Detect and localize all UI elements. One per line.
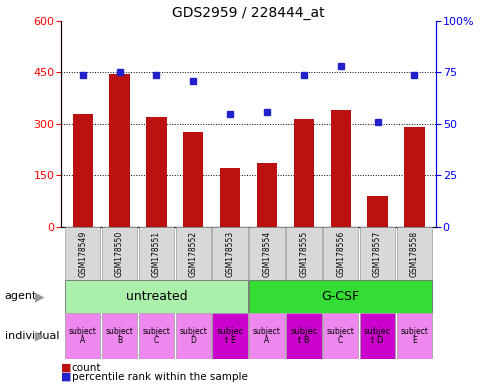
Bar	[212, 313, 247, 359]
Text: subject
A: subject A	[69, 327, 96, 345]
Bar	[146, 117, 166, 227]
Text: GSM178551: GSM178551	[151, 230, 161, 276]
Bar	[220, 168, 240, 227]
Bar	[109, 74, 129, 227]
Bar	[102, 227, 137, 280]
Bar	[330, 110, 350, 227]
Bar	[65, 280, 247, 313]
Bar	[138, 313, 174, 359]
Text: GSM178555: GSM178555	[299, 230, 308, 276]
Bar	[73, 114, 92, 227]
Bar	[404, 127, 424, 227]
Text: subject
D: subject D	[179, 327, 207, 345]
Bar	[175, 313, 211, 359]
Text: agent: agent	[5, 291, 37, 301]
Bar	[396, 313, 431, 359]
Bar	[293, 119, 313, 227]
Bar	[286, 313, 321, 359]
Text: subject
B: subject B	[106, 327, 133, 345]
Text: ■: ■	[60, 363, 71, 373]
Text: subjec
t E: subjec t E	[216, 327, 243, 345]
Text: untreated: untreated	[125, 290, 187, 303]
Text: subjec
t D: subjec t D	[363, 327, 391, 345]
Text: subject
C: subject C	[142, 327, 170, 345]
Text: GSM178549: GSM178549	[78, 230, 87, 276]
Text: GSM178554: GSM178554	[262, 230, 271, 276]
Bar	[212, 227, 247, 280]
Bar	[138, 227, 174, 280]
Bar	[286, 227, 321, 280]
Bar	[257, 163, 276, 227]
Bar	[359, 313, 394, 359]
Text: GSM178552: GSM178552	[188, 230, 197, 276]
Bar	[396, 227, 431, 280]
Bar	[322, 227, 358, 280]
Text: GSM178557: GSM178557	[372, 230, 381, 276]
Bar	[367, 196, 387, 227]
Text: GSM178558: GSM178558	[409, 230, 418, 276]
Text: subjec
t B: subjec t B	[289, 327, 317, 345]
Text: percentile rank within the sample: percentile rank within the sample	[72, 372, 247, 382]
Bar	[65, 227, 100, 280]
Text: ▶: ▶	[35, 329, 45, 343]
Bar	[322, 313, 358, 359]
Text: individual: individual	[5, 331, 59, 341]
Text: ■: ■	[60, 372, 71, 382]
Bar	[183, 132, 203, 227]
Text: G-CSF: G-CSF	[321, 290, 359, 303]
Text: GSM178553: GSM178553	[225, 230, 234, 276]
Text: count: count	[72, 363, 101, 373]
Text: subject
C: subject C	[326, 327, 354, 345]
Text: subject
A: subject A	[253, 327, 280, 345]
Text: ▶: ▶	[35, 290, 45, 303]
Bar	[359, 227, 394, 280]
Text: subject
E: subject E	[400, 327, 427, 345]
Text: GSM178550: GSM178550	[115, 230, 124, 276]
Bar	[175, 227, 211, 280]
Bar	[102, 313, 137, 359]
Bar	[249, 280, 431, 313]
Title: GDS2959 / 228444_at: GDS2959 / 228444_at	[172, 6, 324, 20]
Bar	[65, 313, 100, 359]
Bar	[249, 313, 284, 359]
Bar	[249, 227, 284, 280]
Text: GSM178556: GSM178556	[335, 230, 345, 276]
